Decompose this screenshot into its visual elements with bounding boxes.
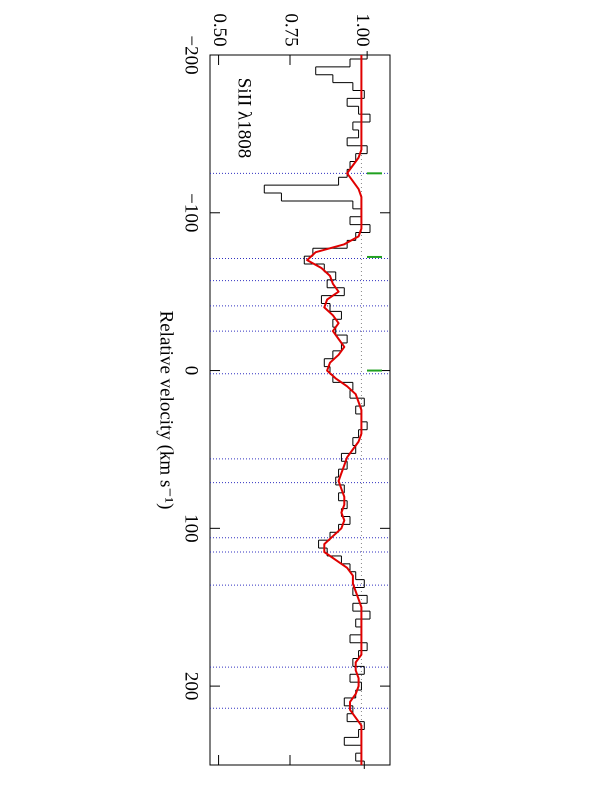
y-tick-label: 0.75: [281, 13, 302, 46]
y-tick-label: 1.00: [352, 13, 373, 46]
y-tick-label: 0.50: [209, 13, 230, 46]
x-tick-label: −100: [181, 193, 202, 232]
x-tick-label: 100: [181, 514, 202, 543]
model-line: [306, 55, 363, 765]
x-tick-label: 200: [181, 672, 202, 701]
x-axis-label: Relative velocity (km s⁻¹): [156, 311, 177, 510]
x-tick-label: −200: [181, 35, 202, 74]
x-tick-label: 0: [181, 366, 202, 376]
line-label: SiII λ1808: [234, 78, 255, 158]
plot-frame: [209, 54, 391, 766]
